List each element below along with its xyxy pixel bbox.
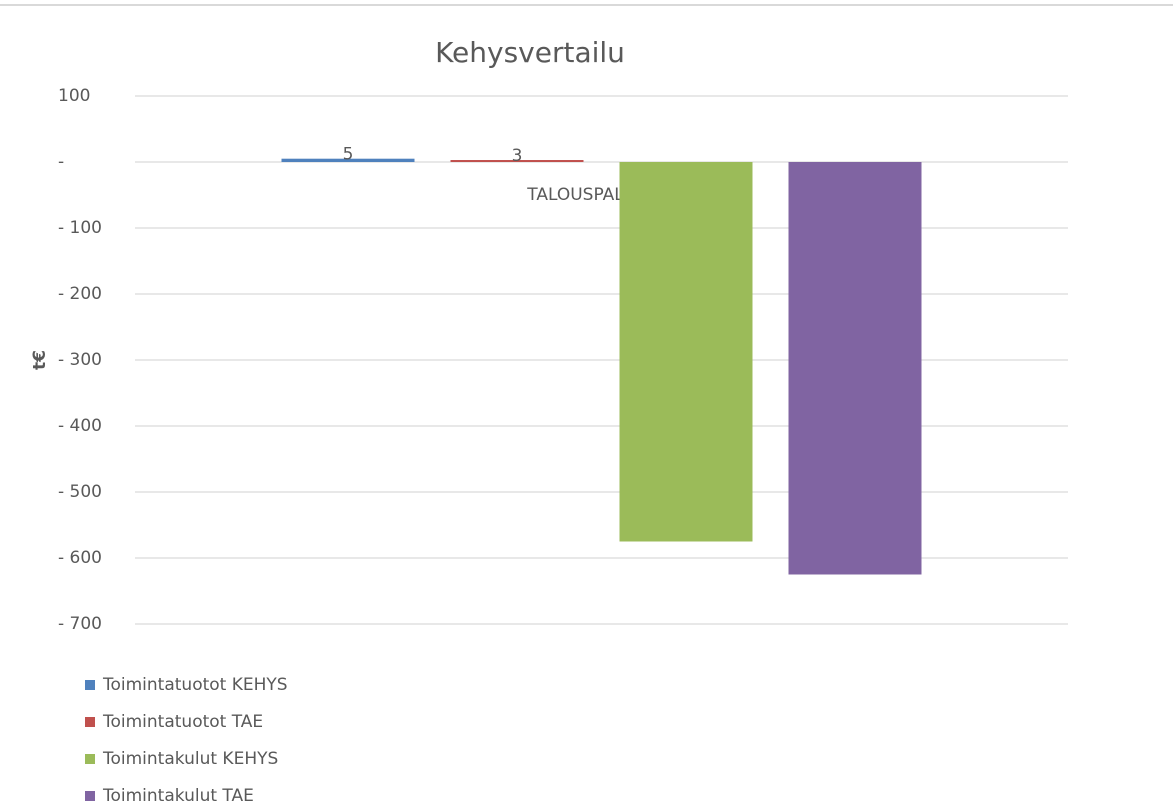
y-tick-label: - 600 bbox=[58, 548, 102, 568]
y-tick-label: - 500 bbox=[58, 482, 102, 502]
y-tick-label: - 200 bbox=[58, 284, 102, 304]
bar bbox=[619, 162, 753, 542]
data-label: 3 bbox=[512, 146, 523, 166]
legend-swatch bbox=[85, 717, 95, 727]
y-tick-label: - 300 bbox=[58, 350, 102, 370]
bar bbox=[788, 162, 922, 575]
bar bbox=[450, 160, 584, 162]
y-tick-label: - 400 bbox=[58, 416, 102, 436]
chart-title: Kehysvertailu bbox=[435, 36, 625, 69]
legend-swatch bbox=[85, 791, 95, 801]
bar bbox=[281, 158, 415, 162]
y-tick-label: - 700 bbox=[58, 614, 102, 634]
legend-label: Toimintakulut KEHYS bbox=[102, 749, 278, 769]
legend-swatch bbox=[85, 754, 95, 764]
data-label: 5 bbox=[343, 145, 354, 165]
legend-swatch bbox=[85, 680, 95, 690]
legend-label: Toimintatuotot TAE bbox=[102, 712, 263, 732]
legend-label: Toimintakulut TAE bbox=[102, 786, 254, 806]
y-tick-label: - bbox=[58, 152, 64, 172]
y-tick-label: 100 bbox=[58, 86, 90, 106]
y-axis-label: t€ bbox=[30, 350, 50, 370]
legend-label: Toimintatuotot KEHYS bbox=[102, 675, 288, 695]
y-tick-label: - 100 bbox=[58, 218, 102, 238]
